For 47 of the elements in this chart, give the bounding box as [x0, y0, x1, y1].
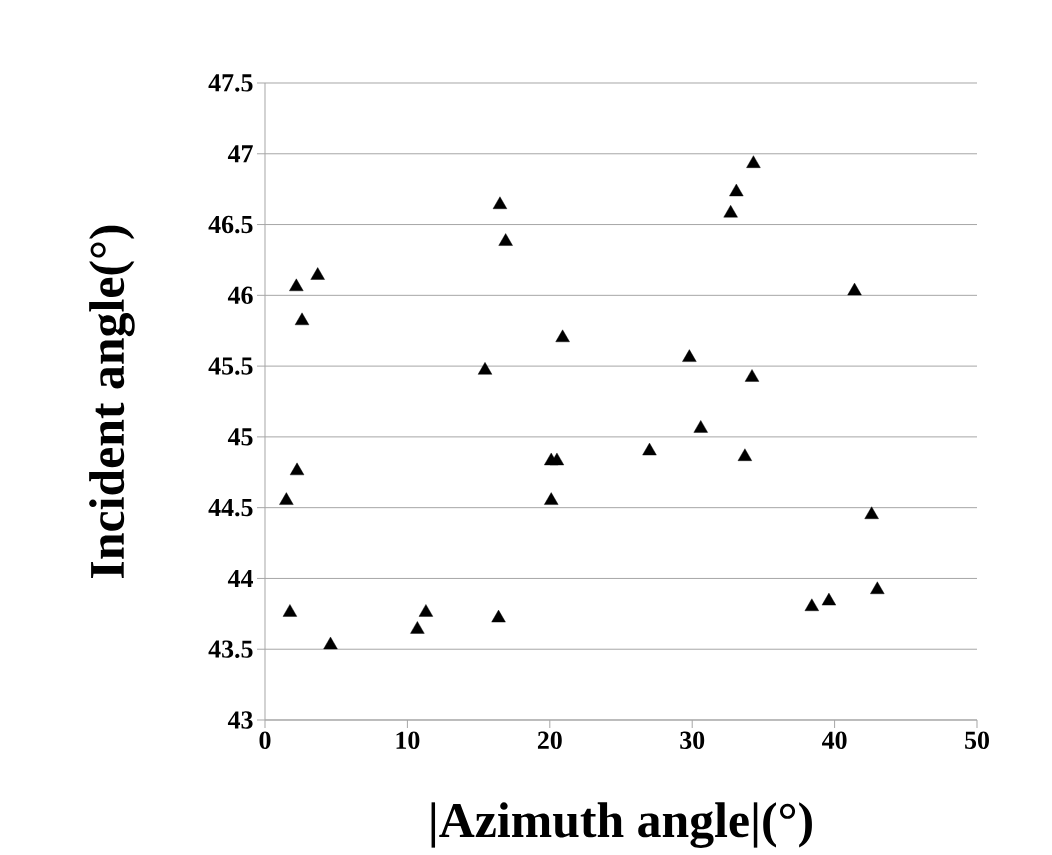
- point: [410, 621, 425, 634]
- point: [310, 267, 325, 280]
- point: [555, 329, 570, 342]
- point: [294, 312, 310, 326]
- y-tick-label: 44.5: [208, 498, 253, 517]
- x-tick-label: 20: [537, 731, 562, 749]
- point: [289, 278, 304, 292]
- point: [682, 349, 697, 362]
- point: [549, 452, 565, 466]
- point: [642, 442, 657, 456]
- y-tick-label: 43: [227, 711, 253, 729]
- x-tick-label: 50: [965, 731, 989, 749]
- point: [498, 233, 513, 246]
- x-tick-label: 0: [259, 731, 271, 749]
- point: [746, 155, 761, 168]
- x-tick-label: 30: [680, 731, 705, 749]
- point: [847, 282, 862, 296]
- y-tick-label: 43.5: [208, 640, 253, 658]
- y-tick-label: 47.5: [208, 74, 253, 92]
- x-tick-label: 40: [822, 731, 847, 749]
- point: [491, 609, 506, 623]
- x-tick-label: 10: [396, 731, 420, 749]
- y-tick-label: 45: [227, 428, 253, 446]
- y-tick-label: 47: [227, 145, 253, 163]
- point: [279, 492, 294, 505]
- point: [864, 506, 879, 519]
- x-axis-title: |Azimuth angle|(°): [431, 802, 812, 848]
- point: [870, 581, 885, 594]
- point: [289, 462, 305, 476]
- point: [477, 362, 493, 375]
- point: [729, 183, 744, 197]
- point: [418, 604, 434, 617]
- y-tick-label: 45.5: [208, 357, 253, 375]
- point: [723, 205, 738, 218]
- point: [282, 604, 298, 617]
- point: [323, 636, 338, 650]
- point: [821, 592, 837, 606]
- y-tick-label: 46: [227, 286, 253, 305]
- y-tick-label: 44: [227, 569, 253, 587]
- point: [737, 448, 753, 461]
- y-axis-title: Incident angle(°): [89, 225, 135, 578]
- point: [544, 492, 559, 505]
- point: [492, 196, 508, 209]
- point: [804, 598, 819, 611]
- point: [744, 369, 760, 382]
- point: [693, 420, 708, 433]
- y-tick-label: 46.5: [208, 215, 253, 234]
